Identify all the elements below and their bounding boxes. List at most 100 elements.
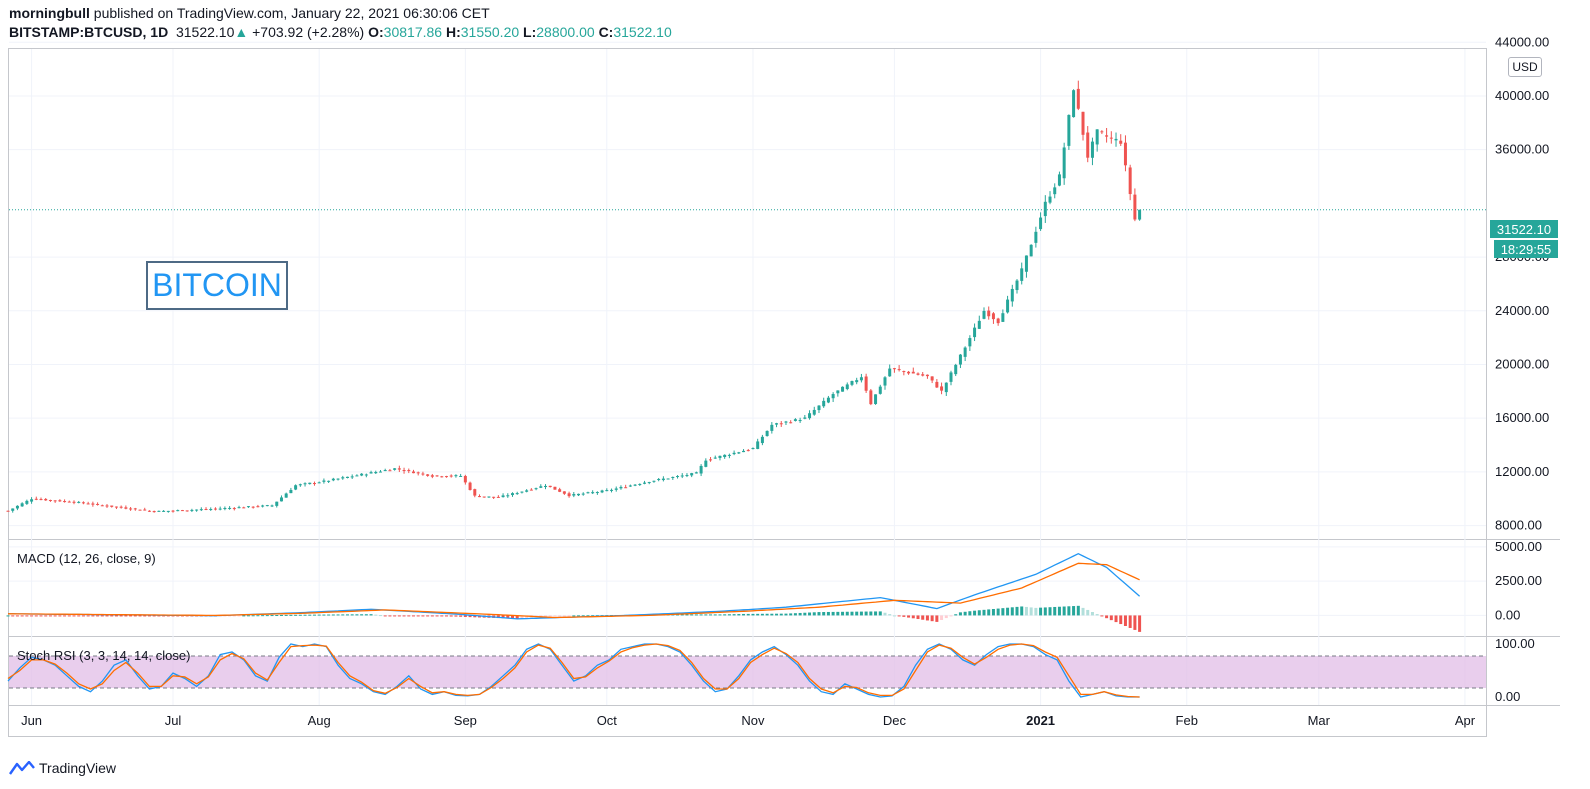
candle [213,507,217,511]
candle [581,492,585,496]
candle [544,484,548,490]
macd-histogram-bar [393,615,397,617]
candle [426,474,430,477]
candle [610,488,614,493]
macd-histogram-bar [699,614,703,616]
macd-histogram-bar [1105,615,1109,619]
candle [765,430,769,437]
chart-frame [8,48,1560,737]
candle [1043,195,1047,223]
macd-histogram-bar [251,615,255,617]
macd-histogram-bar [836,611,840,616]
macd-histogram-bar [558,615,562,617]
symbol-header: BITSTAMP:BTCUSD, 1D 31522.10▲ +703.92 (+… [9,24,672,40]
candle [836,390,840,397]
candle [96,502,100,506]
candle [284,492,288,498]
macd-histogram-bar [383,615,387,617]
macd-histogram-bar [294,614,298,616]
candle [859,373,863,383]
macd-histogram-bar [581,615,585,617]
y-tick-label: 0.00 [1495,607,1520,622]
bitcoin-text-annotation[interactable]: BITCOIN [146,261,288,310]
currency-badge[interactable]: USD [1508,57,1542,77]
author-name[interactable]: morningbull [9,5,90,21]
macd-histogram-bar [152,615,156,617]
candle [940,382,944,395]
candle [1024,255,1028,278]
macd-histogram-bar [1067,606,1071,616]
candle [1076,80,1080,111]
macd-histogram-bar [1029,607,1033,616]
candle [652,480,656,483]
candle [444,475,448,478]
candle [449,474,453,478]
macd-histogram-bar [737,614,741,616]
x-tick-label: Nov [741,713,765,728]
candle [1105,127,1109,143]
macd-histogram-bar [723,614,727,616]
macd-histogram-bar [784,613,788,616]
macd-histogram-bar [775,613,779,616]
macd-histogram-bar [1100,615,1104,617]
macd-histogram-bar [727,614,731,616]
macd-histogram-bar [859,611,863,616]
macd-histogram-bar [303,614,307,616]
candle [331,477,335,482]
candle [553,486,557,490]
candle [539,484,543,489]
candle [242,506,246,509]
macd-histogram-bar [916,615,920,620]
y-tick-label: 0.00 [1495,689,1520,704]
macd-histogram-bar [902,615,906,617]
candle [223,506,227,511]
candle [1086,126,1090,163]
stoch-rsi-k-line [7,643,1140,698]
macd-histogram-bar [1020,606,1024,616]
x-tick-label: Dec [883,713,907,728]
candle [921,372,925,377]
candle [591,490,595,495]
macd-histogram-bar [463,615,467,617]
macd-histogram-bar [1024,606,1028,616]
macd-histogram-bar [1090,612,1094,616]
candle [713,455,717,459]
macd-line [8,552,1141,620]
macd-histogram-bar [1034,607,1038,616]
candle [147,510,151,512]
macd-histogram-bar [883,612,887,616]
macd-histogram-bar [364,614,368,616]
symbol-label[interactable]: BITSTAMP:BTCUSD, 1D [9,24,169,40]
tradingview-logo[interactable]: TradingView [9,760,116,776]
macd-histogram-bar [1123,615,1127,627]
y-tick-label: 16000.00 [1495,410,1549,425]
macd-histogram-bar [360,614,364,616]
candle [661,476,665,482]
candle [67,500,71,503]
candle [1100,130,1104,135]
macd-histogram-bar [105,615,109,617]
candle [138,509,142,511]
candle [600,489,604,494]
candle [572,491,576,498]
candle [345,476,349,479]
candle [482,496,486,498]
candle [977,315,981,329]
macd-histogram-bar [86,615,90,617]
candle [864,373,868,393]
candle [119,505,123,509]
x-tick-label: Aug [308,713,331,728]
candle [303,482,307,487]
candle [180,509,184,512]
macd-histogram-bar [416,615,420,617]
candle [1006,295,1010,314]
candle [430,473,434,479]
macd-histogram-bar [760,613,764,616]
candle [657,477,661,482]
candle [826,395,830,404]
macd-histogram-bar [921,615,925,620]
candle [275,501,279,508]
candle [114,506,118,510]
candle [312,481,316,486]
candle [397,465,401,472]
